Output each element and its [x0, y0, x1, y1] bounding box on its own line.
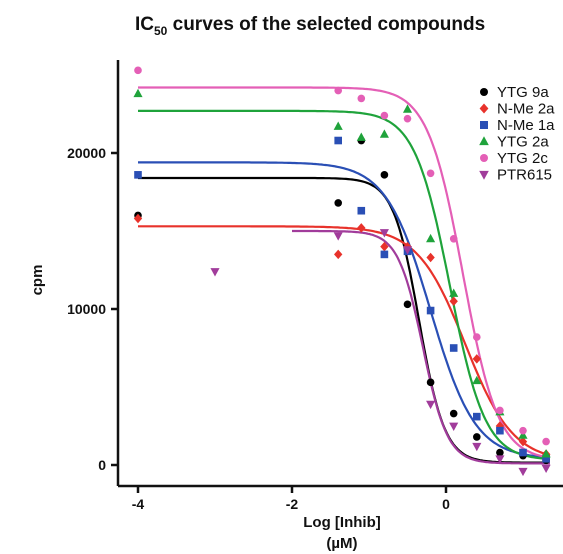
- legend-marker: [480, 154, 488, 162]
- data-point: [542, 437, 550, 446]
- data-point: [134, 171, 142, 179]
- fit-curve-ptr615: [292, 229, 550, 465]
- data-point: [472, 375, 482, 385]
- data-point: [472, 354, 481, 364]
- x-tick-label: -4: [132, 496, 145, 512]
- fit-curve-n-me-2a: [138, 225, 551, 457]
- legend-label: N-Me 2a: [497, 101, 555, 118]
- x-axis-label-line2: (µM): [326, 535, 357, 552]
- data-point: [426, 169, 435, 178]
- legend-marker: [479, 170, 489, 180]
- data-point: [541, 464, 551, 474]
- data-point: [495, 455, 505, 464]
- y-tick-label: 0: [98, 457, 106, 473]
- data-point: [403, 114, 412, 123]
- fit-curve-ytg-2a: [138, 109, 551, 461]
- data-point: [402, 246, 413, 255]
- x-tick-label: -2: [286, 496, 299, 512]
- x-tick-label: 0: [442, 496, 450, 512]
- data-point: [380, 171, 389, 179]
- data-point: [496, 406, 504, 415]
- data-point: [518, 430, 528, 439]
- data-point: [356, 132, 366, 141]
- data-point: [426, 400, 436, 410]
- data-point: [403, 300, 412, 309]
- legend-label: YTG 2a: [497, 134, 549, 151]
- data-point: [402, 104, 413, 113]
- data-point: [357, 94, 366, 103]
- data-point: [496, 426, 504, 435]
- data-point: [473, 412, 481, 421]
- data-point: [449, 344, 458, 352]
- data-point: [518, 467, 528, 477]
- legend-label: N-Me 1a: [497, 117, 555, 134]
- data-point: [133, 213, 143, 224]
- legend-label: PTR615: [497, 167, 552, 184]
- fit-curve-ytg-2c: [138, 86, 551, 459]
- data-point: [357, 223, 366, 233]
- data-point: [334, 249, 343, 260]
- fit-curve-ytg-9a: [138, 176, 550, 464]
- data-point: [449, 288, 459, 297]
- data-point: [449, 422, 459, 431]
- data-point: [380, 111, 389, 120]
- y-tick-label: 20000: [67, 145, 106, 161]
- legend-marker: [479, 136, 489, 146]
- data-point: [134, 66, 142, 75]
- fit-curves-layer: [138, 86, 551, 465]
- chart-title-main: IC: [135, 14, 154, 35]
- legend-marker: [480, 88, 488, 96]
- fit-curve-n-me-1a: [138, 161, 551, 459]
- legend-label: YTG 9a: [497, 84, 549, 101]
- data-point: [380, 241, 389, 252]
- data-point: [333, 121, 343, 130]
- data-point: [357, 206, 366, 215]
- data-point: [333, 232, 343, 241]
- legend-marker: [480, 121, 488, 129]
- ticks-layer: -4 -2 0 0 10000 20000: [67, 145, 450, 512]
- chart-title-rest: curves of the selected compounds: [167, 14, 485, 35]
- y-tick-label: 10000: [67, 301, 106, 317]
- data-point: [542, 454, 550, 463]
- data-point: [496, 448, 504, 457]
- data-point: [519, 426, 527, 435]
- x-axis-label-line1: Log [Inhib]: [303, 514, 380, 531]
- data-point: [380, 250, 389, 259]
- legend-label: YTG 2c: [497, 150, 548, 167]
- data-point: [473, 333, 481, 341]
- data-point: [210, 268, 220, 277]
- data-point: [449, 235, 458, 243]
- legend-marker: [479, 103, 489, 114]
- data-point: [379, 229, 389, 238]
- data-point: [426, 378, 435, 387]
- data-point: [518, 436, 528, 447]
- chart-title-subscript: 50: [154, 24, 168, 38]
- data-point: [426, 252, 435, 263]
- data-point: [379, 129, 389, 138]
- data-point: [334, 86, 343, 95]
- data-point: [541, 449, 551, 458]
- data-point: [449, 296, 458, 306]
- data-point: [449, 409, 458, 418]
- data-point: [426, 233, 436, 243]
- data-point: [334, 136, 342, 145]
- data-point: [519, 448, 527, 457]
- data-point: [473, 433, 481, 441]
- chart-title: IC50 curves of the selected compounds: [135, 14, 485, 38]
- data-point: [472, 442, 482, 452]
- data-point: [426, 306, 435, 315]
- data-points-layer: [133, 66, 551, 477]
- y-axis-label: cpm: [29, 265, 46, 296]
- data-point: [133, 88, 143, 98]
- data-point: [334, 199, 343, 207]
